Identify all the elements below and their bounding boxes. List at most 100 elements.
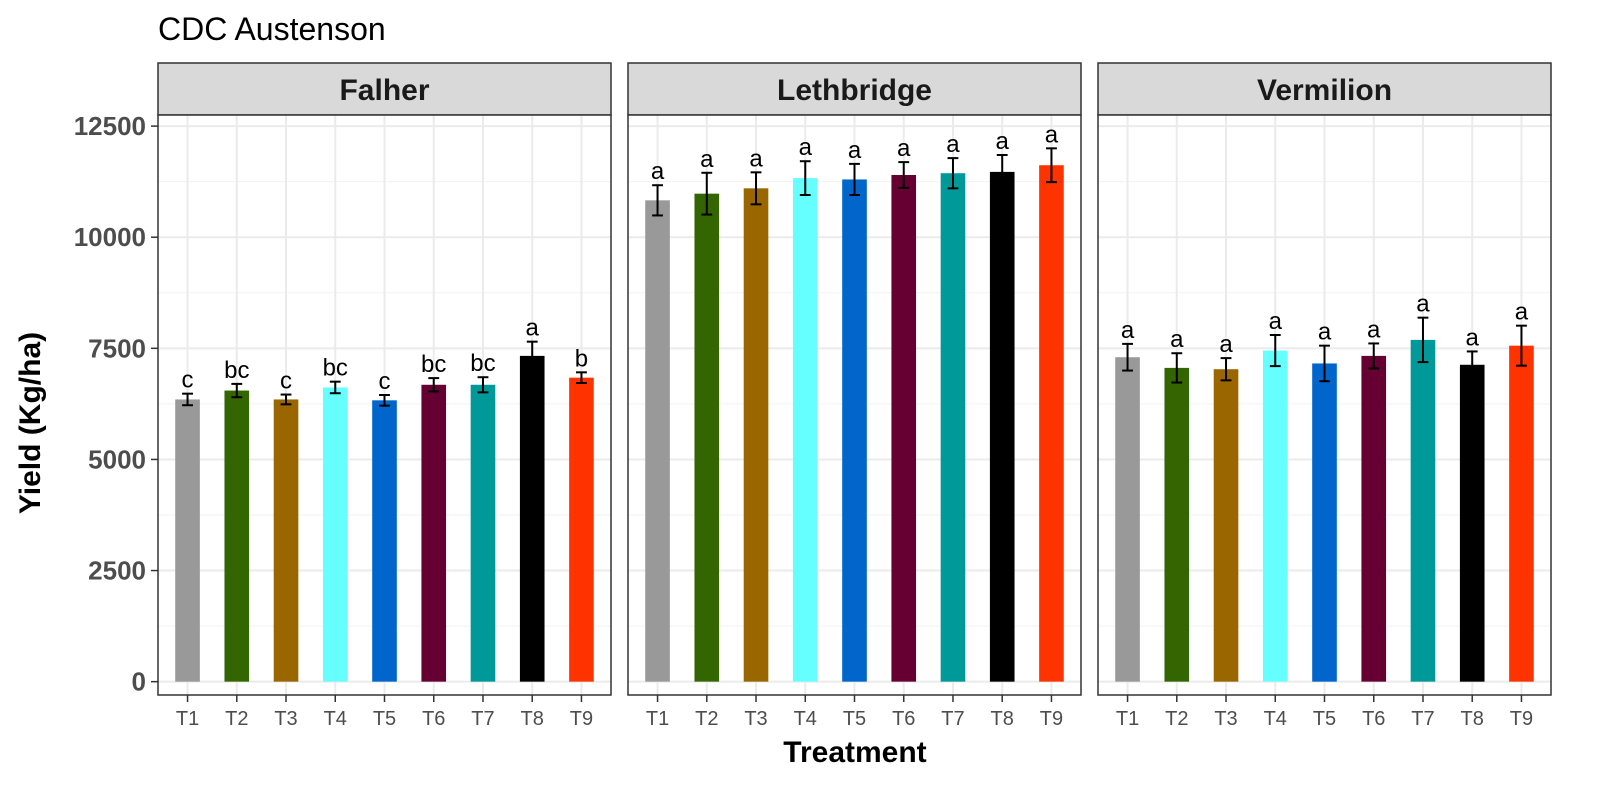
- bar-t4: [792, 178, 818, 682]
- bar-t5: [372, 400, 397, 682]
- bar-t5: [842, 179, 867, 682]
- bar-t6: [1361, 355, 1387, 682]
- significance-letter: a: [946, 131, 960, 158]
- bar-t1: [175, 399, 200, 682]
- x-tick-label: T9: [570, 708, 593, 730]
- x-tick-label: T4: [324, 708, 347, 730]
- bar-t9: [1509, 345, 1534, 682]
- significance-letter: a: [1219, 331, 1233, 358]
- facet-strip-label: Lethbridge: [777, 74, 932, 107]
- significance-letter: a: [1045, 121, 1059, 148]
- x-tick-label: T8: [521, 708, 544, 730]
- x-tick-label: T4: [794, 708, 817, 730]
- x-tick-label: T7: [471, 708, 494, 730]
- x-tick-label: T1: [176, 708, 199, 730]
- significance-letter: b: [575, 345, 588, 372]
- y-tick-label: 10000: [74, 222, 146, 252]
- significance-letter: a: [526, 315, 540, 342]
- x-tick-label: T5: [373, 708, 396, 730]
- y-tick-label: 12500: [74, 111, 146, 141]
- significance-letter: a: [897, 135, 911, 162]
- significance-letter: a: [749, 145, 763, 172]
- facet-panel-falher: Falher c T1 bc T2 c T3 bc T4 c T5 bc T6 bc T7 a T8 b T9: [157, 62, 612, 730]
- significance-letter: a: [1170, 326, 1184, 353]
- y-axis: 0 2500 5000 7500 10000 12500: [74, 111, 158, 697]
- x-tick-label: T8: [991, 708, 1014, 730]
- x-tick-label: T6: [422, 708, 445, 730]
- panel-border: [1097, 114, 1552, 696]
- bar-t1: [645, 200, 670, 682]
- significance-letter: bc: [470, 350, 495, 377]
- bar-t1: [1115, 357, 1140, 682]
- x-tick-label: T8: [1461, 708, 1484, 730]
- panel-border: [627, 114, 1082, 696]
- y-axis-title: Yield (Kg/ha): [14, 332, 47, 514]
- bar-t3: [743, 188, 769, 682]
- significance-letter: a: [651, 158, 665, 185]
- panel-border: [157, 114, 612, 696]
- bar-t4: [322, 387, 348, 682]
- y-tick-label: 5000: [88, 444, 146, 474]
- x-tick-label: T5: [843, 708, 866, 730]
- significance-letter: c: [182, 367, 194, 394]
- bar-t4: [1262, 350, 1288, 682]
- facet-panel-lethbridge: Lethbridge a T1 a T2 a T3 a T4 a T5 a T6 a T7 a T8 a T9: [627, 62, 1082, 730]
- x-tick-label: T3: [744, 708, 767, 730]
- bar-t9: [569, 377, 594, 682]
- x-tick-label: T2: [1165, 708, 1188, 730]
- x-tick-label: T2: [695, 708, 718, 730]
- facet-panels: FalhercT1bcT2cT3bcT4cT5bcT6bcT7aT8bT9Let…: [157, 62, 1552, 730]
- bar-t8: [989, 171, 1015, 682]
- x-tick-label: T4: [1264, 708, 1287, 730]
- x-tick-label: T9: [1040, 708, 1063, 730]
- bar-t7: [940, 173, 966, 682]
- significance-letter: c: [379, 368, 391, 395]
- bar-t2: [694, 193, 720, 682]
- significance-letter: a: [799, 134, 813, 161]
- x-tick-label: T9: [1510, 708, 1533, 730]
- significance-letter: bc: [224, 357, 249, 384]
- significance-letter: bc: [421, 351, 446, 378]
- bar-t8: [519, 355, 545, 682]
- x-tick-label: T3: [1214, 708, 1237, 730]
- significance-letter: a: [1416, 291, 1430, 318]
- significance-letter: a: [1269, 308, 1283, 335]
- facet-strip: [1097, 62, 1552, 116]
- y-tick-label: 7500: [88, 333, 146, 363]
- bar-t2: [1164, 367, 1190, 682]
- y-tick-label: 2500: [88, 556, 146, 586]
- bar-t8: [1459, 364, 1485, 682]
- facet-strip-label: Falher: [339, 74, 429, 107]
- x-tick-label: T3: [274, 708, 297, 730]
- bar-t5: [1312, 363, 1337, 682]
- significance-letter: a: [1121, 317, 1135, 344]
- significance-letter: a: [996, 128, 1010, 155]
- significance-letter: a: [1466, 324, 1480, 351]
- significance-letter: c: [280, 368, 292, 395]
- chart-title: CDC Austenson: [158, 11, 386, 47]
- significance-letter: bc: [323, 355, 348, 382]
- significance-letter: a: [1367, 316, 1381, 343]
- x-tick-label: T6: [892, 708, 915, 730]
- bar-t2: [224, 390, 250, 682]
- x-axis-title: Treatment: [783, 736, 926, 769]
- x-tick-label: T2: [225, 708, 248, 730]
- x-tick-label: T5: [1313, 708, 1336, 730]
- x-tick-label: T1: [1116, 708, 1139, 730]
- x-tick-label: T1: [646, 708, 669, 730]
- y-tick-label: 0: [132, 667, 146, 697]
- significance-letter: a: [1515, 299, 1529, 326]
- facet-strip-label: Vermilion: [1257, 74, 1392, 107]
- x-tick-label: T7: [1411, 708, 1434, 730]
- x-tick-label: T7: [941, 708, 964, 730]
- significance-letter: a: [700, 146, 714, 173]
- bar-t7: [470, 384, 496, 682]
- facet-panel-vermilion: Vermilion a T1 a T2 a T3 a T4 a T5 a T6 a T7 a T8 a T9: [1097, 62, 1552, 730]
- bar-t7: [1410, 339, 1436, 682]
- bar-t6: [891, 175, 917, 682]
- significance-letter: a: [848, 137, 862, 164]
- bar-t6: [421, 384, 447, 682]
- x-tick-label: T6: [1362, 708, 1385, 730]
- bar-t3: [273, 399, 299, 682]
